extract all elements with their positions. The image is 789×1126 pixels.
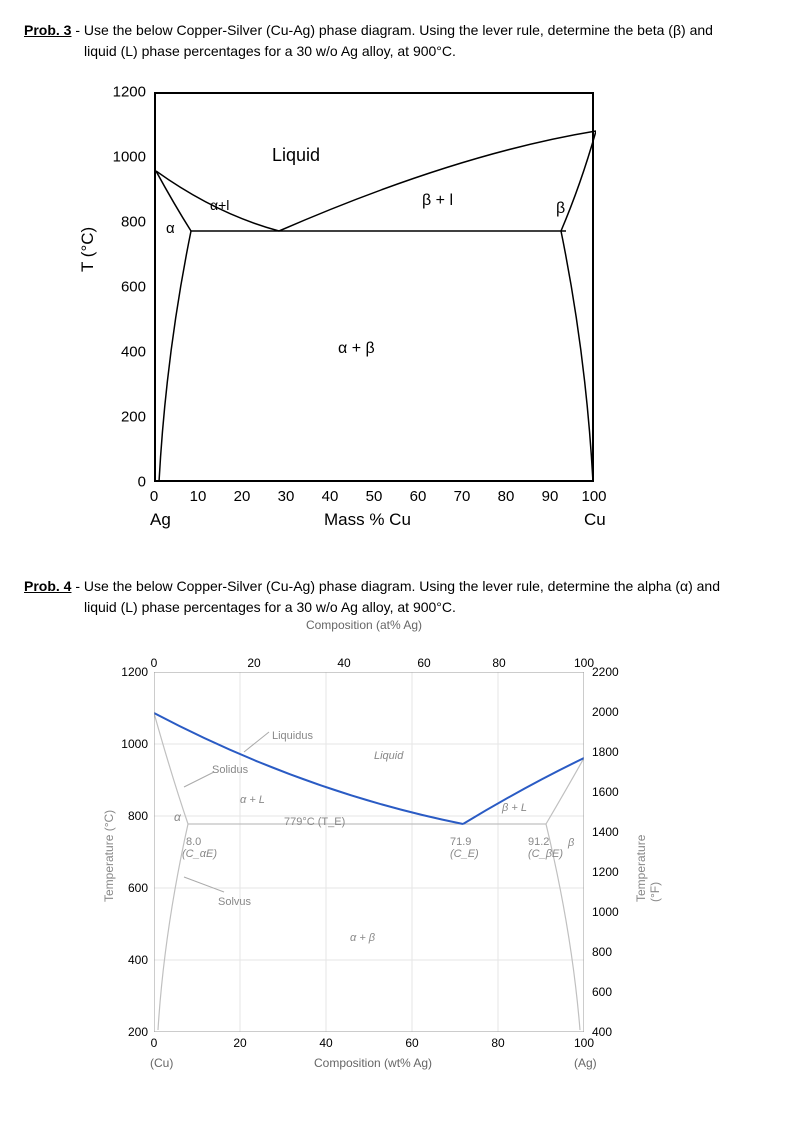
chart2-xtick-b: 60	[405, 1036, 418, 1050]
chart1-xtick: 50	[366, 488, 383, 505]
chart1-ylabel: T (°C)	[78, 227, 98, 272]
chart1-region-alpha: α	[166, 220, 175, 237]
chart1-xtick: 60	[410, 488, 427, 505]
chart1-xtick: 0	[150, 488, 158, 505]
chart2-ylabel-right: Temperature (°F)	[634, 835, 662, 902]
chart1-region-beta: β	[556, 200, 565, 218]
chart2-ytick-l: 400	[110, 953, 148, 967]
chart2-ytick-r: 1000	[592, 905, 619, 919]
chart1-xtick: 80	[498, 488, 515, 505]
prob3-head: Prob. 3 - Use the below Copper-Silver (C…	[24, 20, 765, 62]
chart2-annot-alpha-beta: α + β	[350, 932, 375, 944]
chart1-xlabel: Mass % Cu	[324, 510, 411, 530]
chart1-ytick: 400	[84, 344, 146, 361]
chart1-region-alpha-l: α+l	[210, 197, 229, 213]
chart2-annot-beta-l: β + L	[502, 802, 527, 814]
chart2-annot-eutectic-t: 779°C (T_E)	[284, 816, 345, 828]
chart2-xtick-b: 80	[491, 1036, 504, 1050]
chart2-annot-pt-beta-sub: (C_βE)	[528, 848, 563, 860]
chart2-ytick-r: 1200	[592, 865, 619, 879]
chart1-ytick: 1000	[84, 149, 146, 166]
chart2-ytick-l: 1000	[110, 737, 148, 751]
chart2-ytick-r: 2200	[592, 665, 619, 679]
prob3-text2: liquid (L) phase percentages for a 30 w/…	[84, 41, 765, 62]
chart2-xtick-b: 100	[574, 1036, 594, 1050]
chart1-xtick: 70	[454, 488, 471, 505]
chart2-phase-diagram: 1200 1000 800 600 400 200 2200 2000 1800…	[74, 642, 654, 1082]
chart2-annot-liquidus: Liquidus	[272, 730, 313, 742]
chart2-ytick-r: 600	[592, 985, 612, 999]
chart2-xtick-t: 100	[574, 656, 594, 670]
chart1-phase-diagram: 1200 1000 800 600 400 200 0 0 10 20 30 4…	[84, 72, 644, 552]
chart2-ytick-l: 200	[110, 1025, 148, 1039]
chart2-ytick-r: 1400	[592, 825, 619, 839]
prob3-text1: - Use the below Copper-Silver (Cu-Ag) ph…	[71, 22, 712, 38]
chart2-ytick-r: 800	[592, 945, 612, 959]
chart1-ytick: 1200	[84, 84, 146, 101]
chart1-right-corner: Cu	[584, 510, 606, 530]
chart2-xtick-b: 0	[151, 1036, 158, 1050]
chart2-annot-beta: β	[568, 837, 574, 849]
chart2-ytick-r: 2000	[592, 705, 619, 719]
chart1-plot-area	[154, 92, 594, 482]
chart1-ytick: 0	[84, 474, 146, 491]
chart2-xtick-t: 20	[247, 656, 260, 670]
chart2-annot-pt-beta: 91.2	[528, 836, 549, 848]
chart2-xlabel-bottom: Composition (wt% Ag)	[314, 1056, 432, 1070]
chart2-ytick-r: 1800	[592, 745, 619, 759]
problem-4: Prob. 4 - Use the below Copper-Silver (C…	[24, 576, 765, 1082]
chart1-xtick: 30	[278, 488, 295, 505]
chart2-xtick-t: 60	[417, 656, 430, 670]
chart2-xtick-t: 80	[492, 656, 505, 670]
chart2-xtick-b: 40	[319, 1036, 332, 1050]
chart2-left-corner: (Cu)	[150, 1056, 173, 1070]
chart2-right-corner: (Ag)	[574, 1056, 597, 1070]
chart1-xtick: 100	[581, 488, 606, 505]
chart2-xtick-t: 0	[151, 656, 158, 670]
chart2-xlabel-top: Composition (at% Ag)	[74, 618, 654, 632]
chart1-ytick: 600	[84, 279, 146, 296]
chart1-region-alpha-beta: α + β	[338, 340, 375, 358]
chart2-xtick-b: 20	[233, 1036, 246, 1050]
chart2-ytick-r: 1600	[592, 785, 619, 799]
prob3-label: Prob. 3	[24, 22, 71, 38]
chart1-ytick: 200	[84, 409, 146, 426]
prob4-label: Prob. 4	[24, 578, 71, 594]
chart2-annot-pt-alpha-sub: (C_αE)	[182, 848, 217, 860]
chart1-xtick: 40	[322, 488, 339, 505]
chart2-annot-liquid: Liquid	[374, 750, 403, 762]
prob4-text2: liquid (L) phase percentages for a 30 w/…	[84, 597, 765, 618]
problem-3: Prob. 3 - Use the below Copper-Silver (C…	[24, 20, 765, 552]
prob4-head: Prob. 4 - Use the below Copper-Silver (C…	[24, 576, 765, 618]
chart1-left-corner: Ag	[150, 510, 171, 530]
chart2-annot-pt-eut-sub: (C_E)	[450, 848, 479, 860]
chart1-xtick: 10	[190, 488, 207, 505]
chart2-annot-pt-eut: 71.9	[450, 836, 471, 848]
chart2-annot-alpha-l: α + L	[240, 794, 265, 806]
chart2-annot-solvus: Solvus	[218, 896, 251, 908]
chart1-region-beta-l: β + l	[422, 192, 453, 210]
chart1-region-liquid: Liquid	[272, 145, 320, 166]
chart2-annot-pt-alpha: 8.0	[186, 836, 201, 848]
chart2-annot-solidus: Solidus	[212, 764, 248, 776]
chart2-ytick-l: 1200	[110, 665, 148, 679]
chart2-plot-area	[154, 672, 584, 1032]
chart2-ytick-r: 400	[592, 1025, 612, 1039]
chart1-xtick: 20	[234, 488, 251, 505]
prob4-text1: - Use the below Copper-Silver (Cu-Ag) ph…	[71, 578, 720, 594]
chart2-annot-alpha: α	[174, 810, 181, 824]
chart1-xtick: 90	[542, 488, 559, 505]
chart2-ylabel-left: Temperature (°C)	[102, 810, 116, 902]
chart2-xtick-t: 40	[337, 656, 350, 670]
